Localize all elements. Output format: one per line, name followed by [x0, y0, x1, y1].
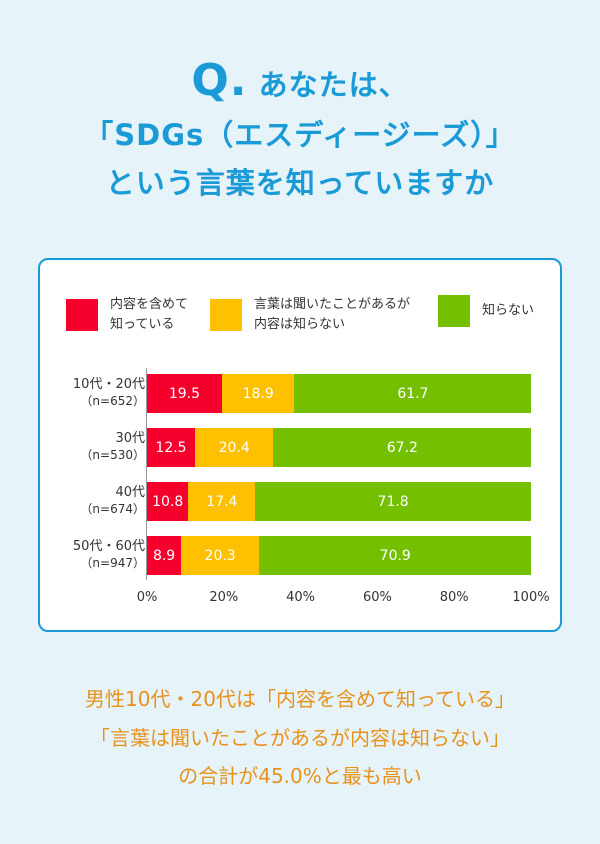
- category-label: 10代・20代 （n=652）: [72, 377, 145, 408]
- bar-segment: 8.9: [147, 536, 182, 575]
- footer-line1: 男性10代・20代は「内容を含めて知っている」: [85, 687, 515, 711]
- legend-swatch: [210, 299, 242, 331]
- legend-swatch: [438, 295, 470, 327]
- legend-item: 言葉は聞いたことがあるが 内容は知らない: [210, 295, 410, 335]
- question-line3: という言葉を知っていますか: [105, 166, 495, 200]
- bar-segment: 10.8: [147, 482, 189, 521]
- x-tick-label: 60%: [362, 590, 392, 605]
- category-label: 50代・60代 （n=947）: [72, 539, 145, 570]
- legend-item: 内容を含めて 知っている: [66, 295, 188, 335]
- legend-label: 言葉は聞いたことがあるが 内容は知らない: [254, 297, 411, 332]
- question-line2: 「SDGs（エスディージーズ）」: [84, 118, 516, 152]
- bar-segment: 19.5: [147, 374, 222, 413]
- legend-swatch: [66, 299, 98, 331]
- bar-segment: 12.5: [147, 428, 195, 467]
- bar-segment: 61.7: [294, 374, 532, 413]
- legend-label: 知らない: [482, 303, 535, 318]
- bar-segment: 67.2: [273, 428, 532, 467]
- legend-label: 内容を含めて 知っている: [110, 297, 189, 332]
- bar-segment: 20.3: [181, 536, 260, 575]
- footer-line3: の合計が45.0%と最も高い: [178, 764, 422, 788]
- x-tick-label: 80%: [439, 590, 469, 605]
- x-tick-label: 40%: [286, 590, 316, 605]
- bar-segment: 70.9: [259, 536, 532, 575]
- bar-segment: 71.8: [255, 482, 531, 521]
- bar-segment: 17.4: [188, 482, 256, 521]
- x-tick-label: 0%: [136, 590, 158, 605]
- category-label: 30代 （n=530）: [80, 431, 145, 462]
- q-mark: Q.: [191, 55, 248, 106]
- question-line1: Q. あなたは、: [0, 55, 600, 106]
- category-label: 40代 （n=674）: [80, 485, 145, 516]
- bar-segment: 18.9: [221, 374, 295, 413]
- question-text: あなたは、: [258, 68, 409, 102]
- x-tick-label: 100%: [512, 590, 550, 605]
- bar-segment: 20.4: [195, 428, 274, 467]
- y-axis-line: [146, 368, 147, 580]
- x-tick-label: 20%: [209, 590, 239, 605]
- legend-item: 知らない: [438, 295, 534, 327]
- footer-line2: 「言葉は聞いたことがあるが内容は知らない」: [90, 726, 510, 750]
